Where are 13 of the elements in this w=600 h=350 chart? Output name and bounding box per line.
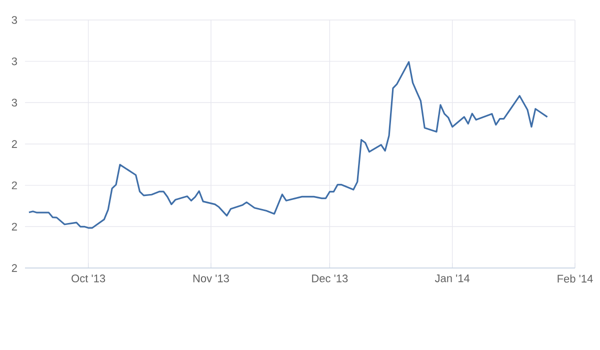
y-tick-label: 3	[12, 57, 17, 66]
y-tick-label: 2	[12, 264, 17, 272]
x-tick-label: Dec '13	[312, 274, 348, 282]
y-tick-label: 3	[12, 98, 17, 107]
x-tick-label: Oct '13	[72, 274, 106, 282]
x-tick-label: Nov '13	[193, 274, 229, 282]
line-series	[28, 61, 548, 229]
y-tick-label: 2	[12, 222, 17, 230]
y-tick-label: 3	[12, 16, 17, 24]
y-tick-label: 2	[12, 140, 17, 148]
y-tick-label: 2	[12, 181, 17, 190]
x-tick-label: Jan '14	[434, 274, 470, 282]
x-tick-label: Feb '14	[558, 274, 593, 283]
